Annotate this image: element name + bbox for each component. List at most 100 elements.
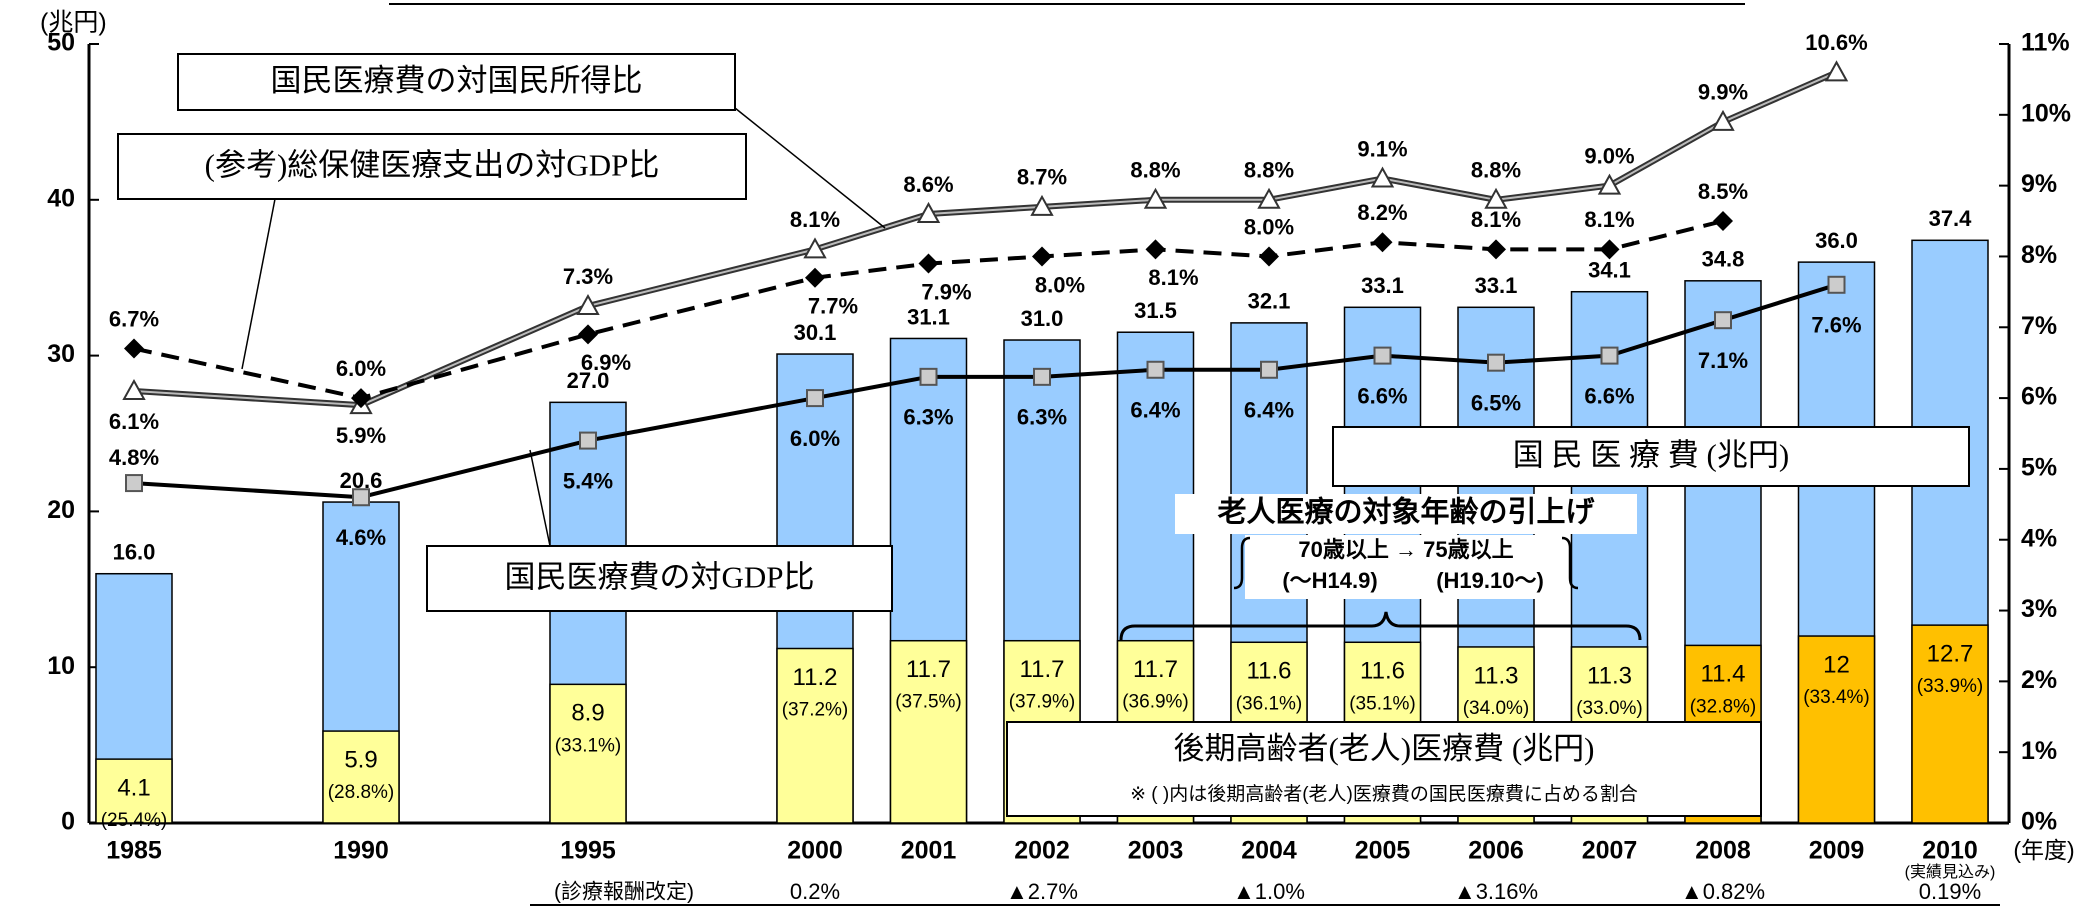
triangle-marker (1824, 60, 1849, 82)
line-label: 6.4% (1244, 398, 1294, 423)
x-tick-label: 2004 (1241, 837, 1297, 865)
line (133, 219, 1724, 401)
line-label: 8.5% (1698, 179, 1748, 204)
diamond-marker (351, 388, 371, 409)
leader (241, 198, 276, 370)
legend-total-health-gdp-text: (参考)総保健医療支出の対GDP比 (205, 148, 660, 183)
triangle-marker (1143, 187, 1168, 209)
x-tick-label: 2009 (1809, 837, 1865, 865)
elderly-share: (37.9%) (1009, 692, 1076, 713)
fee-revision: 0.19% (1919, 879, 1981, 904)
legend-total (1332, 426, 1970, 487)
line-label: 5.4% (563, 468, 613, 493)
bracket (1233, 536, 1251, 590)
line-label: 8.1% (1584, 207, 1634, 232)
triangle-marker (916, 201, 941, 223)
elderly-share: (37.5%) (895, 692, 962, 713)
diamond-marker (1713, 211, 1733, 232)
x-note: (実績見込み) (1905, 863, 1996, 881)
legend-income-ratio-text: 国民医療費の対国民所得比 (271, 63, 643, 98)
leader (734, 107, 886, 229)
y2-tick-label: 8% (2021, 241, 2057, 269)
line-label: 5.9% (336, 423, 386, 448)
y2-tick-label: 6% (2021, 383, 2057, 411)
square-marker (919, 367, 938, 386)
square-marker (1827, 275, 1846, 294)
x-tick-label: 1990 (333, 837, 389, 865)
x-tick-label: 2005 (1355, 837, 1411, 865)
y-tick-label: 40 (47, 184, 75, 212)
total-label: 33.1 (1475, 273, 1518, 298)
line-label: 4.8% (109, 445, 159, 470)
diamond-marker (1259, 246, 1279, 267)
line-label: 4.6% (336, 525, 386, 550)
x-tick-label: 1995 (560, 837, 616, 865)
elderly-bar (776, 647, 854, 824)
diamond-marker (1486, 239, 1506, 260)
legend-gdp-ratio-text: 国民医療費の対GDP比 (504, 560, 814, 595)
y2-tick-label: 10% (2021, 99, 2071, 127)
triangle-marker (1484, 187, 1508, 209)
total-label: 34.8 (1702, 247, 1745, 272)
brace (1119, 611, 1642, 641)
y-tick-label: 50 (47, 29, 75, 57)
line-label: 6.7% (109, 306, 159, 331)
triangle-marker (803, 237, 827, 259)
elderly-share: (33.1%) (555, 735, 622, 756)
y2-tick-label: 1% (2021, 737, 2057, 765)
line-label: 8.0% (1244, 214, 1294, 239)
age-note-bg (1245, 535, 1570, 599)
elderly-label: 8.9 (571, 700, 604, 727)
elderly-share: (33.4%) (1803, 687, 1870, 708)
y2-tick-label: 4% (2021, 524, 2057, 552)
y2-tick-label: 7% (2021, 312, 2057, 340)
x-tick-label: 2010 (1922, 837, 1978, 865)
line-label: 6.6% (1357, 383, 1407, 408)
elderly-share: (28.8%) (328, 782, 395, 803)
line-label: 6.3% (1017, 405, 1067, 430)
elderly-label: 5.9 (344, 746, 377, 773)
y-tick-label: 10 (47, 652, 75, 680)
x-tick-label: 2006 (1468, 837, 1524, 865)
total-label: 30.1 (794, 320, 837, 345)
elderly-share: (34.0%) (1463, 698, 1530, 719)
elderly-bar (322, 730, 400, 824)
x-tick-label: 2007 (1582, 837, 1638, 865)
legend-gdp-ratio (426, 545, 893, 612)
triangle-marker (1711, 109, 1735, 131)
total-label: 16.0 (113, 540, 156, 565)
y2-tick-label: 5% (2021, 454, 2057, 482)
line-label: 6.3% (903, 405, 953, 430)
elderly-share: (35.1%) (1349, 693, 1416, 714)
line-label: 8.6% (903, 172, 953, 197)
legend-elderly-text: 後期高齢者(老人)医療費 (兆円) (1173, 731, 1594, 766)
line-label: 7.3% (563, 264, 613, 289)
fee-revision: 0.2% (790, 879, 840, 904)
total-label: 31.1 (907, 304, 950, 329)
square-marker (1487, 353, 1505, 372)
line-label: 7.6% (1811, 313, 1861, 338)
square-marker (1714, 311, 1732, 330)
y-tick-label: 20 (47, 496, 75, 524)
square-marker (1033, 367, 1051, 386)
line-label: 6.9% (581, 350, 631, 375)
square-marker (1373, 346, 1392, 365)
leader (529, 449, 551, 547)
y-tick-label: 30 (47, 340, 75, 368)
square-marker (1260, 360, 1278, 379)
elderly-label: 11.2 (793, 664, 838, 691)
line-label: 8.1% (790, 207, 840, 232)
elderly-share: (33.9%) (1917, 676, 1984, 697)
x-tick-label: 2003 (1128, 837, 1184, 865)
total-label: 34.1 (1588, 258, 1631, 283)
line-label: 7.1% (1698, 348, 1748, 373)
triangle-marker (1030, 194, 1054, 216)
elderly-label: 11.6 (1360, 658, 1405, 685)
line-label: 7.9% (921, 279, 971, 304)
diamond-marker (918, 253, 939, 274)
square-marker (352, 488, 370, 507)
elderly-label: 11.4 (1701, 661, 1746, 688)
elderly-label: 11.6 (1247, 658, 1292, 685)
total-label: 27.0 (567, 368, 610, 393)
